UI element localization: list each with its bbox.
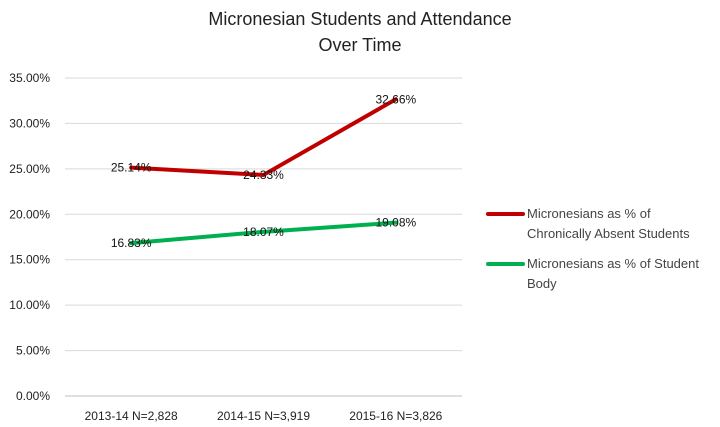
chart-title-line-1: Micronesian Students and Attendance [208, 9, 511, 29]
y-tick-label: 30.00% [9, 116, 50, 130]
data-label: 25.14% [111, 161, 152, 175]
y-tick-label: 15.00% [9, 253, 50, 267]
x-tick-label: 2013-14 N=2,828 [85, 409, 178, 423]
y-tick-label: 35.00% [9, 71, 50, 85]
series-line [129, 97, 398, 177]
y-tick-label: 0.00% [16, 389, 50, 403]
data-label: 32.66% [375, 92, 416, 106]
series-lines [129, 97, 398, 246]
data-labels: 25.14% 24.33% 32.66% 16.83% 18.07% 19.08% [111, 92, 417, 250]
y-tick-label: 25.00% [9, 162, 50, 176]
data-label: 24.33% [243, 168, 284, 182]
data-label: 18.07% [243, 225, 284, 239]
data-label: 16.83% [111, 236, 152, 250]
y-tick-label: 10.00% [9, 298, 50, 312]
y-tick-label: 5.00% [16, 344, 50, 358]
legend-entry: Micronesians as % of Student Body [527, 256, 699, 291]
x-tick-label: 2014-15 N=3,919 [217, 409, 310, 423]
legend: Micronesians as % of Chronically Absent S… [486, 206, 699, 291]
chart-title-line-2: Over Time [318, 35, 401, 55]
y-tick-label: 20.00% [9, 207, 50, 221]
legend-entry: Micronesians as % of Chronically Absent S… [527, 206, 690, 241]
x-tick-label: 2015-16 N=3,826 [349, 409, 442, 423]
x-axis: 2013-14 N=2,828 2014-15 N=3,919 2015-16 N=… [85, 409, 443, 423]
data-label: 19.08% [375, 216, 416, 230]
series-line [129, 220, 398, 246]
y-axis: 0.00% 5.00% 10.00% 15.00% 20.00% 25.00% 30.00%… [9, 71, 50, 403]
